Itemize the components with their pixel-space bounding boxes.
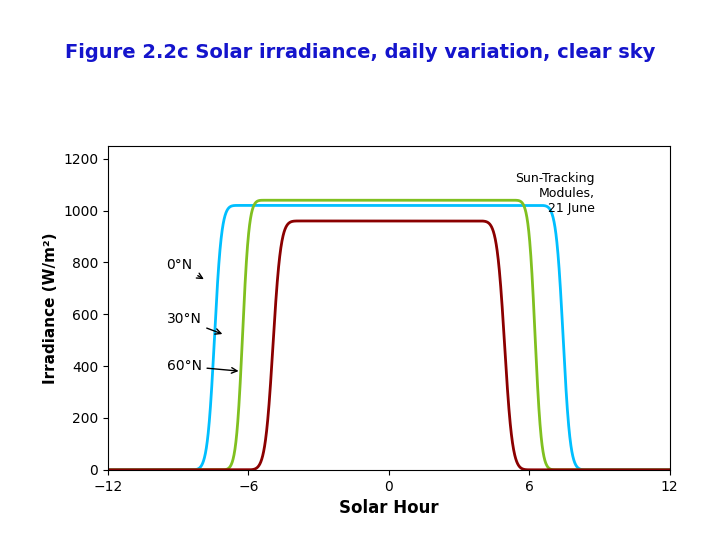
Y-axis label: Irradiance (W/m²): Irradiance (W/m²) <box>42 232 58 383</box>
Text: 60°N: 60°N <box>166 359 237 373</box>
Text: 0°N: 0°N <box>166 258 202 279</box>
X-axis label: Solar Hour: Solar Hour <box>339 499 438 517</box>
Text: Figure 2.2c Solar irradiance, daily variation, clear sky: Figure 2.2c Solar irradiance, daily vari… <box>65 43 655 62</box>
Text: 30°N: 30°N <box>166 313 221 334</box>
Text: Sun-Tracking
Modules,
21 June: Sun-Tracking Modules, 21 June <box>516 172 595 215</box>
